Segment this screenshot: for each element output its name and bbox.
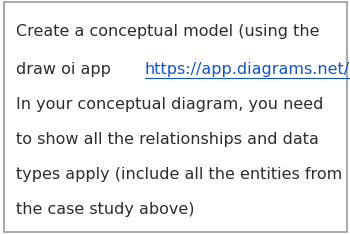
Text: Create a conceptual model (using the: Create a conceptual model (using the: [16, 24, 319, 39]
Text: types apply (include all the entities from: types apply (include all the entities fr…: [16, 167, 342, 182]
Text: draw oi app: draw oi app: [16, 62, 116, 77]
Text: In your conceptual diagram, you need: In your conceptual diagram, you need: [16, 97, 323, 112]
Text: the case study above): the case study above): [16, 202, 194, 217]
Text: to show all the relationships and data: to show all the relationships and data: [16, 132, 318, 147]
FancyBboxPatch shape: [4, 2, 346, 232]
Text: https://app.diagrams.net/: https://app.diagrams.net/: [145, 62, 350, 77]
